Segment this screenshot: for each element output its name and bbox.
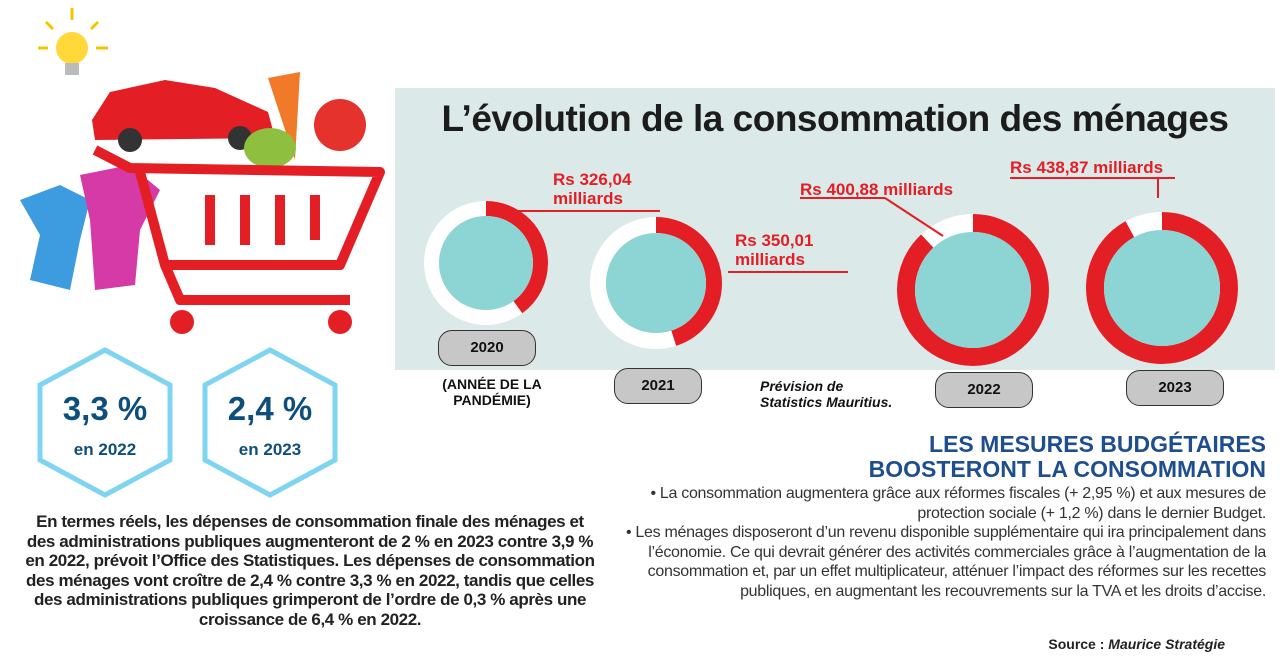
pandemic-note: (ANNÉE DE LA PANDÉMIE) (442, 376, 542, 408)
car-icon (92, 80, 275, 140)
donut-center (1104, 230, 1220, 346)
donut-arc (590, 217, 722, 349)
budget-heading: LES MESURES BUDGÉTAIRES BOOSTERONT LA CON… (868, 431, 1266, 482)
shopping-illustration (20, 8, 385, 334)
donut-center (606, 233, 706, 333)
leader-line-2022 (884, 197, 944, 237)
hexagon-2023 (202, 347, 338, 498)
forecast-note: Prévision de Statistics Mauritius. (760, 378, 893, 410)
donut-arc (424, 201, 548, 325)
donut-arc (897, 214, 1049, 366)
donut-2023 (1086, 212, 1238, 364)
donut-center (915, 232, 1031, 348)
hex-sub-2023: en 2023 (238, 440, 302, 459)
cart-icon (92, 145, 385, 305)
bullet-2: • Les ménages disposeront d’un revenu di… (625, 524, 1266, 600)
hex-value-2023: 2,4 % (227, 390, 313, 427)
source: Source : Maurice Stratégie (1048, 636, 1225, 652)
year-pill-2022: 2022 (935, 372, 1033, 408)
hexagon-shapes (37, 347, 338, 498)
apple-icon (314, 99, 366, 151)
year-pill-2020: 2020 (438, 330, 536, 366)
hex-sub-2022: en 2022 (73, 440, 137, 459)
bullet-1: • La consommation augmentera grâce aux r… (650, 485, 1266, 522)
baby-clothes-icon (20, 185, 90, 290)
budget-bullets: • La consommation augmentera grâce aux r… (624, 484, 1266, 601)
chart-title: L’évolution de la consommation des ménag… (441, 98, 1229, 139)
donut-2022 (897, 214, 1049, 366)
year-pill-2023: 2023 (1126, 370, 1224, 406)
hex-value-2022: 3,3 % (62, 390, 148, 427)
hexagon-2022 (37, 347, 173, 498)
label-2020: Rs 326,04 milliards (553, 170, 632, 208)
lightbulb-icon (38, 8, 108, 75)
avocado-icon (244, 128, 296, 168)
label-2022: Rs 400,88 milliards (800, 180, 954, 199)
label-2021: Rs 350,01 milliards (735, 231, 814, 269)
donut-2020 (424, 201, 548, 325)
donut-2021 (590, 217, 722, 349)
donut-center (439, 216, 533, 310)
label-2023: Rs 438,87 milliards (1010, 158, 1164, 177)
year-pill-2021: 2021 (614, 368, 702, 404)
donut-charts (424, 177, 1238, 366)
summary-text: En termes réels, les dépenses de consomm… (25, 512, 595, 629)
donut-arc (1086, 212, 1238, 364)
